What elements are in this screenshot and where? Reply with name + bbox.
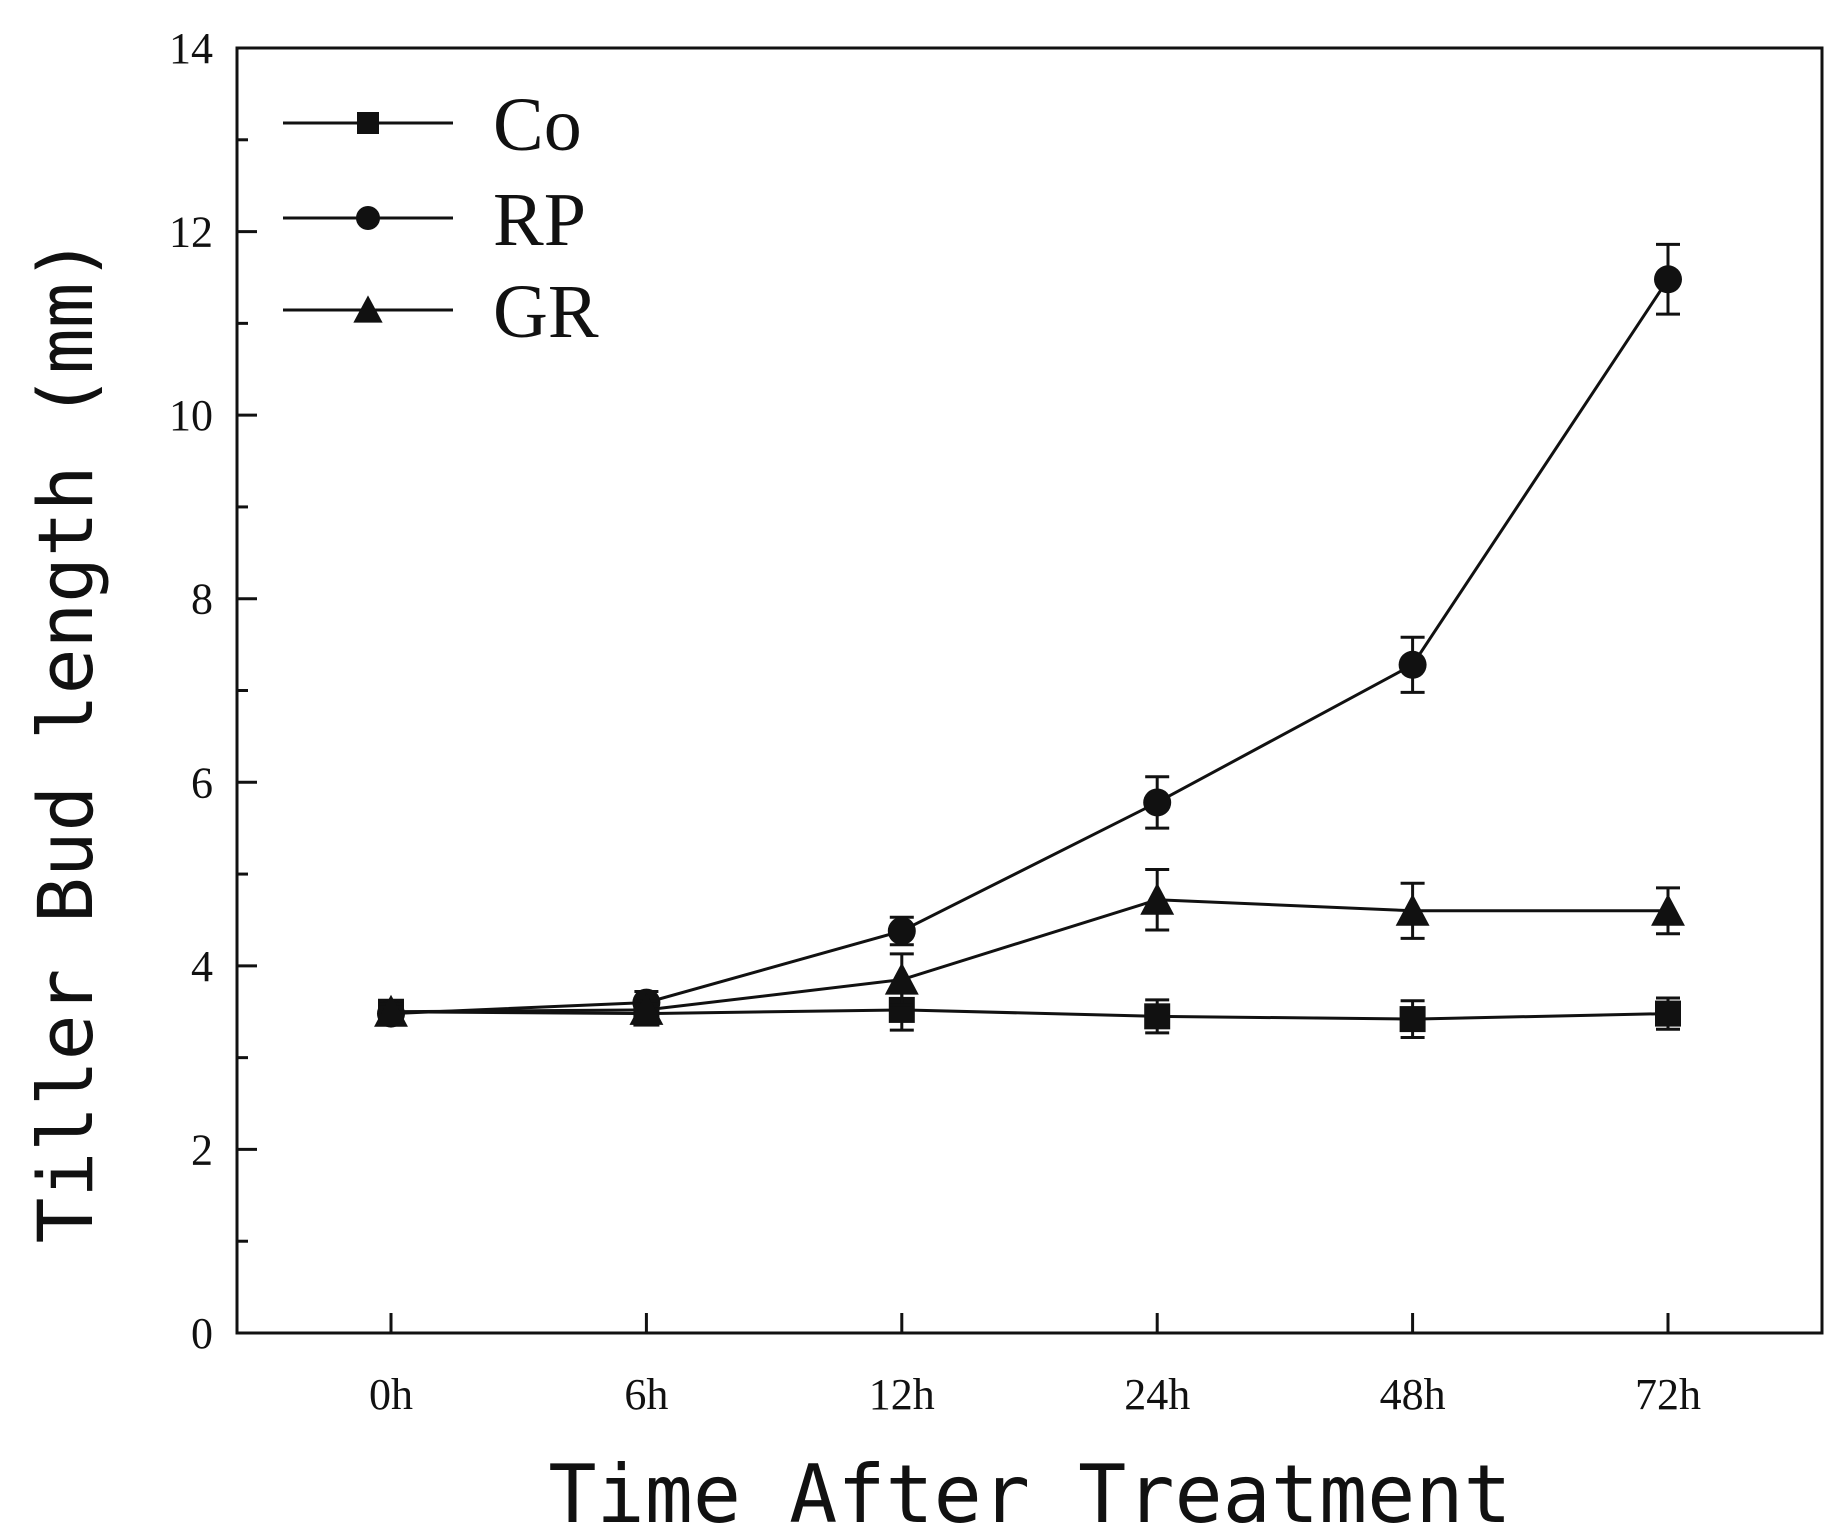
legend-label: GR (493, 270, 599, 354)
y-axis: 0 2 4 6 8 10 12 14 (169, 24, 257, 1358)
series-layer (374, 242, 1685, 1039)
x-axis-title: Time After Treatment (548, 1448, 1511, 1540)
y-tick-label: 8 (191, 575, 213, 624)
series-line (390, 1008, 1669, 1021)
y-tick-label: 6 (191, 758, 213, 807)
y-tick-label: 12 (169, 208, 213, 257)
marker-square (1144, 1003, 1171, 1030)
legend-item-co: Co (283, 83, 582, 167)
x-tick-label: 24h (1124, 1370, 1190, 1419)
y-tick-label: 14 (169, 24, 213, 73)
x-tick-label: 0h (369, 1370, 413, 1419)
marker-square (1399, 1006, 1426, 1033)
marker-circle (1654, 265, 1682, 294)
marker-triangle (353, 295, 383, 323)
x-axis: 0h 6h 12h 24h 48h 72h (369, 1313, 1701, 1419)
marker-circle (887, 916, 916, 945)
x-tick-label: 12h (869, 1370, 935, 1419)
y-tick-label: 2 (191, 1125, 213, 1174)
marker-triangle (1651, 893, 1685, 926)
marker-triangle (1140, 882, 1175, 915)
marker-triangle (629, 992, 664, 1025)
x-tick-label: 72h (1635, 1370, 1701, 1419)
marker-circle (1143, 788, 1172, 817)
series-line (390, 278, 1670, 1016)
legend-label: RP (493, 178, 586, 262)
series-line (390, 898, 1668, 1014)
legend-item-gr: GR (283, 270, 599, 354)
x-tick-label: 48h (1380, 1370, 1446, 1419)
marker-triangle (374, 994, 408, 1027)
marker-triangle (884, 962, 919, 995)
marker-circle (356, 206, 380, 230)
plot-frame (235, 46, 1824, 1335)
legend-label: Co (493, 83, 582, 167)
marker-square (1655, 1000, 1681, 1027)
marker-square (357, 112, 379, 134)
marker-triangle (1395, 893, 1430, 926)
legend-item-rp: RP (283, 178, 586, 262)
y-tick-label: 4 (191, 942, 213, 991)
x-tick-label: 6h (624, 1370, 668, 1419)
series-co (378, 988, 1681, 1039)
marker-circle (1398, 650, 1427, 679)
series-gr (374, 867, 1685, 1027)
y-tick-label: 10 (169, 391, 213, 440)
y-axis-title: Tiller Bud length (mm) (21, 237, 110, 1244)
y-tick-label: 0 (191, 1309, 213, 1358)
series-rp (377, 242, 1682, 1028)
